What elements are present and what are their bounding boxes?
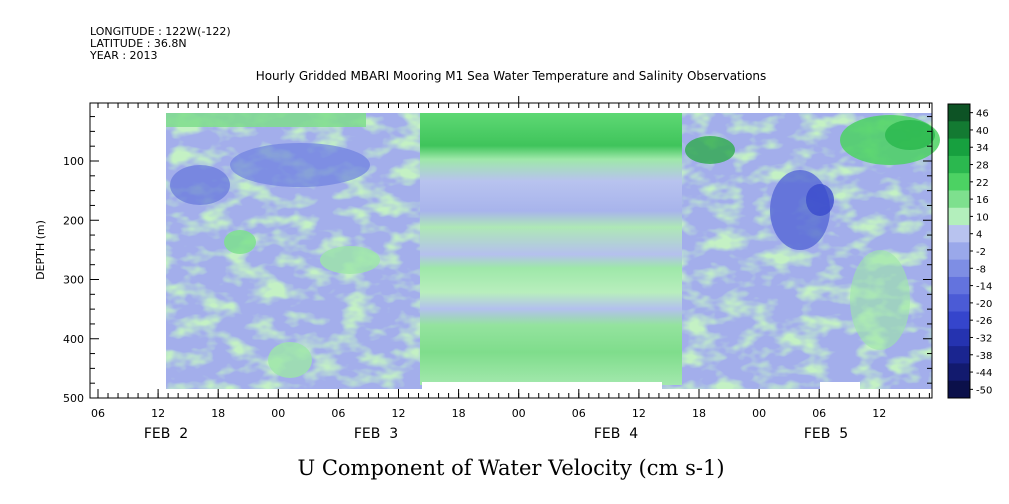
colorbar-swatch	[948, 380, 970, 399]
colorbar-label: -20	[976, 299, 992, 310]
x-tick-label: 06	[572, 407, 586, 420]
green-patch-3	[685, 136, 735, 164]
y-tick-label: 400	[63, 333, 84, 346]
longitude-label: LONGITUDE : 122W(-122)	[90, 25, 231, 38]
x-major-ticks	[97, 96, 880, 398]
x-tick-label: 12	[632, 407, 646, 420]
green-patch-6	[268, 342, 312, 378]
colorbar-swatch	[948, 276, 970, 295]
colorbar-swatch	[948, 328, 970, 347]
colorbar-label: -2	[976, 247, 986, 258]
latitude-label: LATITUDE : 36.8N	[90, 37, 187, 50]
colorbar-label: 40	[976, 126, 989, 137]
x-tick-label: 06	[91, 407, 105, 420]
y-tick-label: 300	[63, 274, 84, 287]
blue-patch-2	[170, 165, 230, 205]
colorbar-label: 34	[976, 143, 989, 154]
green-patch-2	[885, 120, 935, 150]
header-info: LONGITUDE : 122W(-122) LATITUDE : 36.8N …	[89, 25, 231, 62]
date-label: FEB 3	[354, 426, 398, 442]
y-tick-label: 100	[63, 155, 84, 168]
colorbar-swatch	[948, 173, 970, 191]
colorbar-swatch	[948, 121, 970, 140]
colorbar-swatch	[948, 259, 970, 278]
colorbar-swatch	[948, 225, 970, 243]
colorbar-label: 28	[976, 161, 989, 172]
colorbar-swatch	[948, 363, 970, 382]
colorbar-label: -8	[976, 264, 986, 275]
x-tick-label: 12	[872, 407, 886, 420]
x-tick-labels: 06 12 18 00 06 12 18 00 06 12 18 00 06 12	[91, 407, 886, 420]
colorbar-label: 22	[976, 178, 989, 189]
colorbar-swatch	[948, 104, 970, 122]
blue-patch-4	[806, 184, 834, 216]
blue-patch-1	[230, 143, 370, 187]
x-tick-label: 00	[752, 407, 766, 420]
chart-title: Hourly Gridded MBARI Mooring M1 Sea Wate…	[256, 69, 767, 83]
colorbar-label: -50	[976, 385, 992, 396]
y-axis-label: DEPTH (m)	[34, 220, 47, 280]
colorbar-swatch	[948, 138, 970, 157]
y-tick-label: 200	[63, 214, 84, 227]
colorbar: 46 40 34 28 22 16 10 4 -2 -8 -14 -20 -26 -32 -38 -44 -50	[947, 103, 992, 399]
colorbar-label: 16	[976, 195, 989, 206]
field-uniform-bands	[420, 113, 682, 385]
x-tick-label: 18	[692, 407, 706, 420]
colorbar-label: -32	[976, 333, 992, 344]
colorbar-swatch	[948, 207, 970, 226]
bottom-title: U Component of Water Velocity (cm s-1)	[297, 456, 724, 480]
missing-data-strip	[422, 382, 662, 390]
colorbar-label: -14	[976, 282, 992, 293]
surface-green-left	[166, 113, 366, 127]
x-tick-label: 06	[812, 407, 826, 420]
x-tick-label: 00	[512, 407, 526, 420]
x-tick-label: 00	[271, 407, 285, 420]
colorbar-swatch	[948, 294, 970, 313]
green-patch-4	[224, 230, 256, 254]
heatmap-field	[166, 113, 940, 390]
date-label: FEB 5	[804, 426, 848, 442]
y-tick-label: 500	[63, 392, 84, 405]
colorbar-label: -44	[976, 368, 992, 379]
x-tick-label: 12	[151, 407, 165, 420]
colorbar-swatch	[948, 242, 970, 261]
colorbar-swatch	[948, 311, 970, 330]
date-label: FEB 2	[144, 426, 188, 442]
y-tick-labels: 100 200 300 400 500	[63, 155, 84, 405]
colorbar-label: -26	[976, 316, 992, 327]
colorbar-label: 4	[976, 230, 982, 241]
date-label: FEB 4	[594, 426, 638, 442]
green-patch-7	[850, 250, 910, 350]
colorbar-label: 46	[976, 109, 989, 120]
x-tick-label: 18	[211, 407, 225, 420]
colorbar-label: 10	[976, 212, 989, 223]
colorbar-swatch	[948, 346, 970, 364]
plot-frame	[89, 102, 933, 399]
x-tick-label: 12	[392, 407, 406, 420]
colorbar-swatch	[948, 190, 970, 209]
green-patch-5	[320, 246, 380, 274]
missing-data-strip-2	[820, 382, 860, 390]
colorbar-label: -38	[976, 351, 992, 362]
x-tick-label: 06	[331, 407, 345, 420]
date-labels: FEB 2 FEB 3 FEB 4 FEB 5	[144, 426, 848, 442]
x-tick-label: 18	[452, 407, 466, 420]
year-label: YEAR : 2013	[89, 49, 158, 62]
colorbar-swatch	[948, 155, 970, 174]
y-ticks	[90, 116, 932, 399]
